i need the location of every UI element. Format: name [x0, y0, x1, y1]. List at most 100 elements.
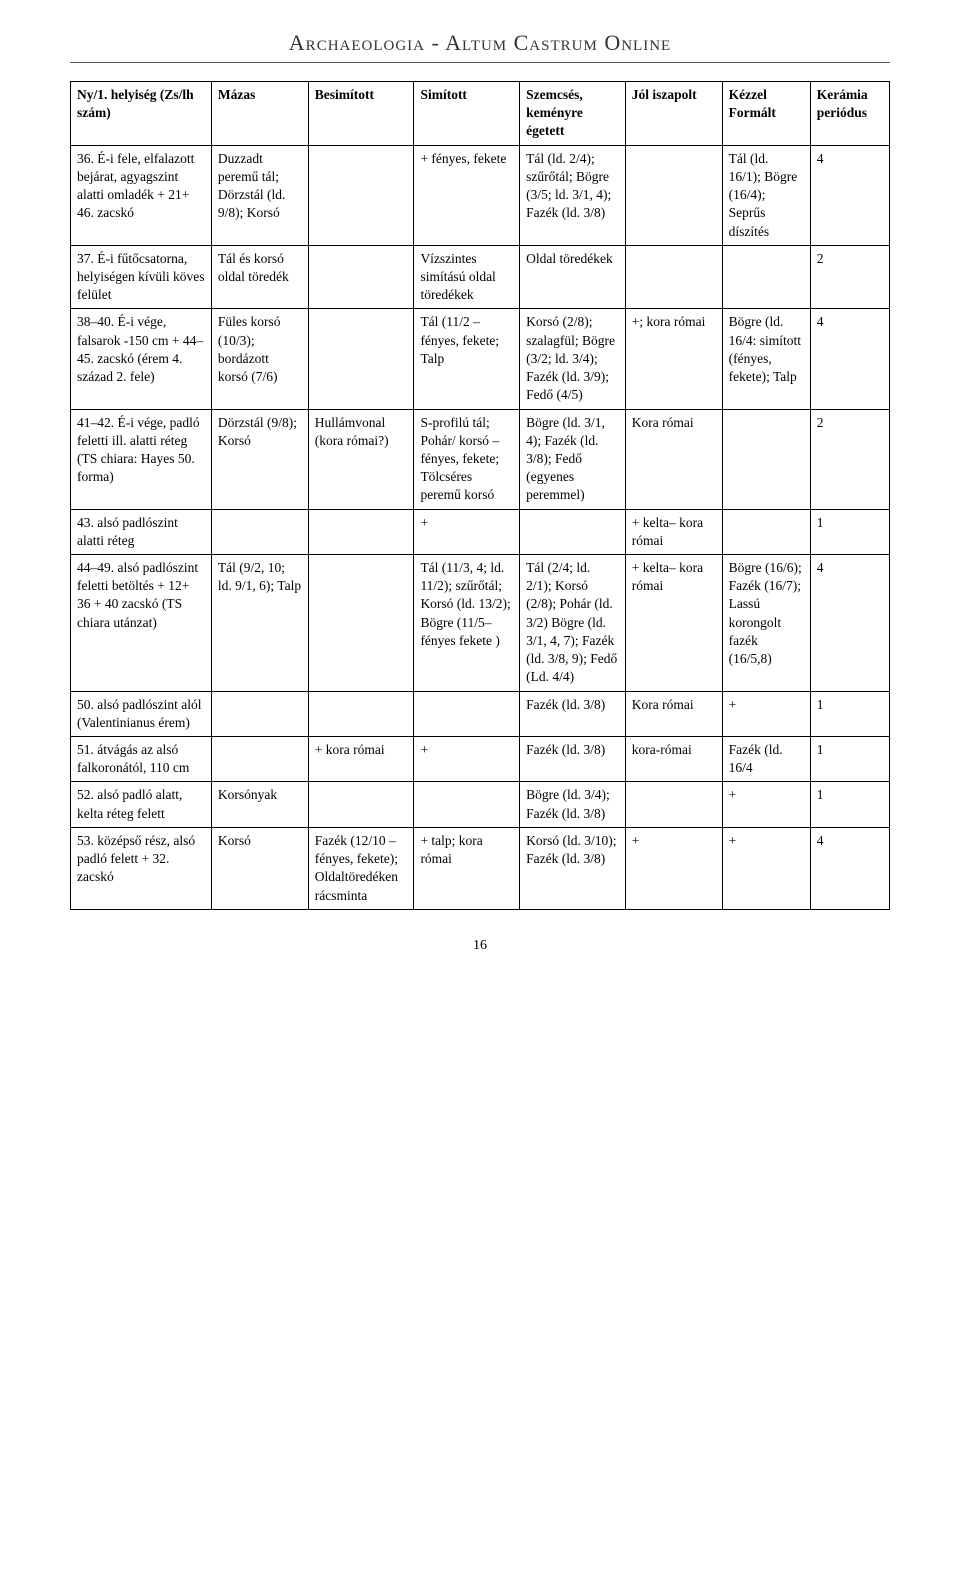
table-cell [308, 509, 414, 554]
table-cell: Füles korsó (10/3); bordázott korsó (7/6… [211, 309, 308, 409]
col-header: Kerámia periódus [810, 82, 889, 146]
table-cell: 38–40. É-i vége, falsarok -150 cm + 44–4… [71, 309, 212, 409]
table-cell [308, 309, 414, 409]
table-cell: + [414, 509, 520, 554]
table-cell: 41–42. É-i vége, padló feletti ill. alat… [71, 409, 212, 509]
table-cell: Tál (11/3, 4; ld. 11/2); szűrőtál; Korsó… [414, 555, 520, 692]
table-cell: Dörzstál (9/8); Korsó [211, 409, 308, 509]
table-cell: Fazék (ld. 3/8) [520, 691, 626, 736]
table-cell: Korsó (ld. 3/10); Fazék (ld. 3/8) [520, 827, 626, 909]
table-row: 36. É-i fele, elfalazott bejárat, agyags… [71, 145, 890, 245]
table-row: 44–49. alsó padlószint feletti betöltés … [71, 555, 890, 692]
table-cell: 50. alsó padlószint alól (Valentinianus … [71, 691, 212, 736]
table-cell: Korsónyak [211, 782, 308, 827]
table-cell: 2 [810, 409, 889, 509]
table-cell: 1 [810, 782, 889, 827]
table-cell [625, 782, 722, 827]
table-header-row: Ny/1. helyiség (Zs/lh szám) Mázas Besimí… [71, 82, 890, 146]
col-header: Ny/1. helyiség (Zs/lh szám) [71, 82, 212, 146]
col-header: Kézzel Formált [722, 82, 810, 146]
page-number: 16 [70, 938, 890, 954]
table-cell: Tál (ld. 2/4); szűrőtál; Bögre (3/5; ld.… [520, 145, 626, 245]
table-row: 38–40. É-i vége, falsarok -150 cm + 44–4… [71, 309, 890, 409]
table-cell: + kelta– kora római [625, 509, 722, 554]
table-cell: Duzzadt peremű tál; Dörzstál (ld. 9/8); … [211, 145, 308, 245]
table-row: 50. alsó padlószint alól (Valentinianus … [71, 691, 890, 736]
table-cell: Tál és korsó oldal töredék [211, 245, 308, 309]
table-cell [414, 782, 520, 827]
table-cell: Kora római [625, 409, 722, 509]
table-cell: + [722, 782, 810, 827]
table-cell: Vízszintes simítású oldal töredékek [414, 245, 520, 309]
table-cell [520, 509, 626, 554]
table-cell: 53. középső rész, alsó padló felett + 32… [71, 827, 212, 909]
col-header: Besimított [308, 82, 414, 146]
table-cell: + [414, 737, 520, 782]
table-cell: Kora római [625, 691, 722, 736]
table-cell: + talp; kora római [414, 827, 520, 909]
table-cell: 1 [810, 691, 889, 736]
table-cell: +; kora római [625, 309, 722, 409]
site-title: Archaeologia - Altum Castrum Online [70, 30, 890, 56]
table-cell [308, 555, 414, 692]
ceramics-table: Ny/1. helyiség (Zs/lh szám) Mázas Besimí… [70, 81, 890, 910]
col-header: Mázas [211, 82, 308, 146]
table-cell [722, 509, 810, 554]
col-header: Jól iszapolt [625, 82, 722, 146]
table-cell: Bögre (ld. 16/4: simított (fényes, feket… [722, 309, 810, 409]
col-header: Simított [414, 82, 520, 146]
table-cell [625, 145, 722, 245]
table-cell: 36. É-i fele, elfalazott bejárat, agyags… [71, 145, 212, 245]
table-cell: + [722, 827, 810, 909]
table-cell: 4 [810, 309, 889, 409]
table-cell: Fazék (ld. 3/8) [520, 737, 626, 782]
table-cell: + fényes, fekete [414, 145, 520, 245]
table-cell: Korsó [211, 827, 308, 909]
table-cell: Tál (11/2 – fényes, fekete; Talp [414, 309, 520, 409]
table-cell: 4 [810, 827, 889, 909]
table-cell: Tál (2/4; ld. 2/1); Korsó (2/8); Pohár (… [520, 555, 626, 692]
table-cell: Bögre (16/6); Fazék (16/7); Lassú korong… [722, 555, 810, 692]
table-cell: Fazék (12/10 – fényes, fekete); Oldaltör… [308, 827, 414, 909]
page: Archaeologia - Altum Castrum Online Ny/1… [0, 0, 960, 994]
table-cell: Fazék (ld. 16/4 [722, 737, 810, 782]
table-cell: Oldal töredékek [520, 245, 626, 309]
table-cell: Tál (ld. 16/1); Bögre (16/4); Seprűs dís… [722, 145, 810, 245]
table-cell [722, 409, 810, 509]
table-cell [722, 245, 810, 309]
table-cell [211, 691, 308, 736]
table-cell: Hullámvonal (kora római?) [308, 409, 414, 509]
table-cell: 52. alsó padló alatt, kelta réteg felett [71, 782, 212, 827]
table-cell [211, 509, 308, 554]
table-body: 36. É-i fele, elfalazott bejárat, agyags… [71, 145, 890, 909]
table-cell [625, 245, 722, 309]
table-cell: 44–49. alsó padlószint feletti betöltés … [71, 555, 212, 692]
col-header: Szemcsés, keményre égetett [520, 82, 626, 146]
table-cell: 1 [810, 737, 889, 782]
table-row: 51. átvágás az alsó falkoronától, 110 cm… [71, 737, 890, 782]
table-cell: 4 [810, 145, 889, 245]
table-cell [414, 691, 520, 736]
table-cell: kora-római [625, 737, 722, 782]
table-cell [211, 737, 308, 782]
table-cell: 51. átvágás az alsó falkoronától, 110 cm [71, 737, 212, 782]
table-cell: Korsó (2/8); szalagfül; Bögre (3/2; ld. … [520, 309, 626, 409]
table-row: 43. alsó padlószint alatti réteg + + kelta… [71, 509, 890, 554]
table-cell: 4 [810, 555, 889, 692]
table-cell: 37. É-i fűtőcsatorna, helyiségen kívüli … [71, 245, 212, 309]
table-row: 52. alsó padló alatt, kelta réteg felett… [71, 782, 890, 827]
table-cell: + kelta– kora római [625, 555, 722, 692]
table-cell: 1 [810, 509, 889, 554]
table-cell: 43. alsó padlószint alatti réteg [71, 509, 212, 554]
header-rule [70, 62, 890, 63]
table-row: 41–42. É-i vége, padló feletti ill. alat… [71, 409, 890, 509]
table-cell: Tál (9/2, 10; ld. 9/1, 6); Talp [211, 555, 308, 692]
table-cell [308, 782, 414, 827]
table-cell: + kora római [308, 737, 414, 782]
table-row: 53. középső rész, alsó padló felett + 32… [71, 827, 890, 909]
table-row: 37. É-i fűtőcsatorna, helyiségen kívüli … [71, 245, 890, 309]
table-cell: S-profilú tál; Pohár/ korsó – fényes, fe… [414, 409, 520, 509]
table-cell: Bögre (ld. 3/1, 4); Fazék (ld. 3/8); Fed… [520, 409, 626, 509]
table-cell: Bögre (ld. 3/4); Fazék (ld. 3/8) [520, 782, 626, 827]
table-cell: + [625, 827, 722, 909]
